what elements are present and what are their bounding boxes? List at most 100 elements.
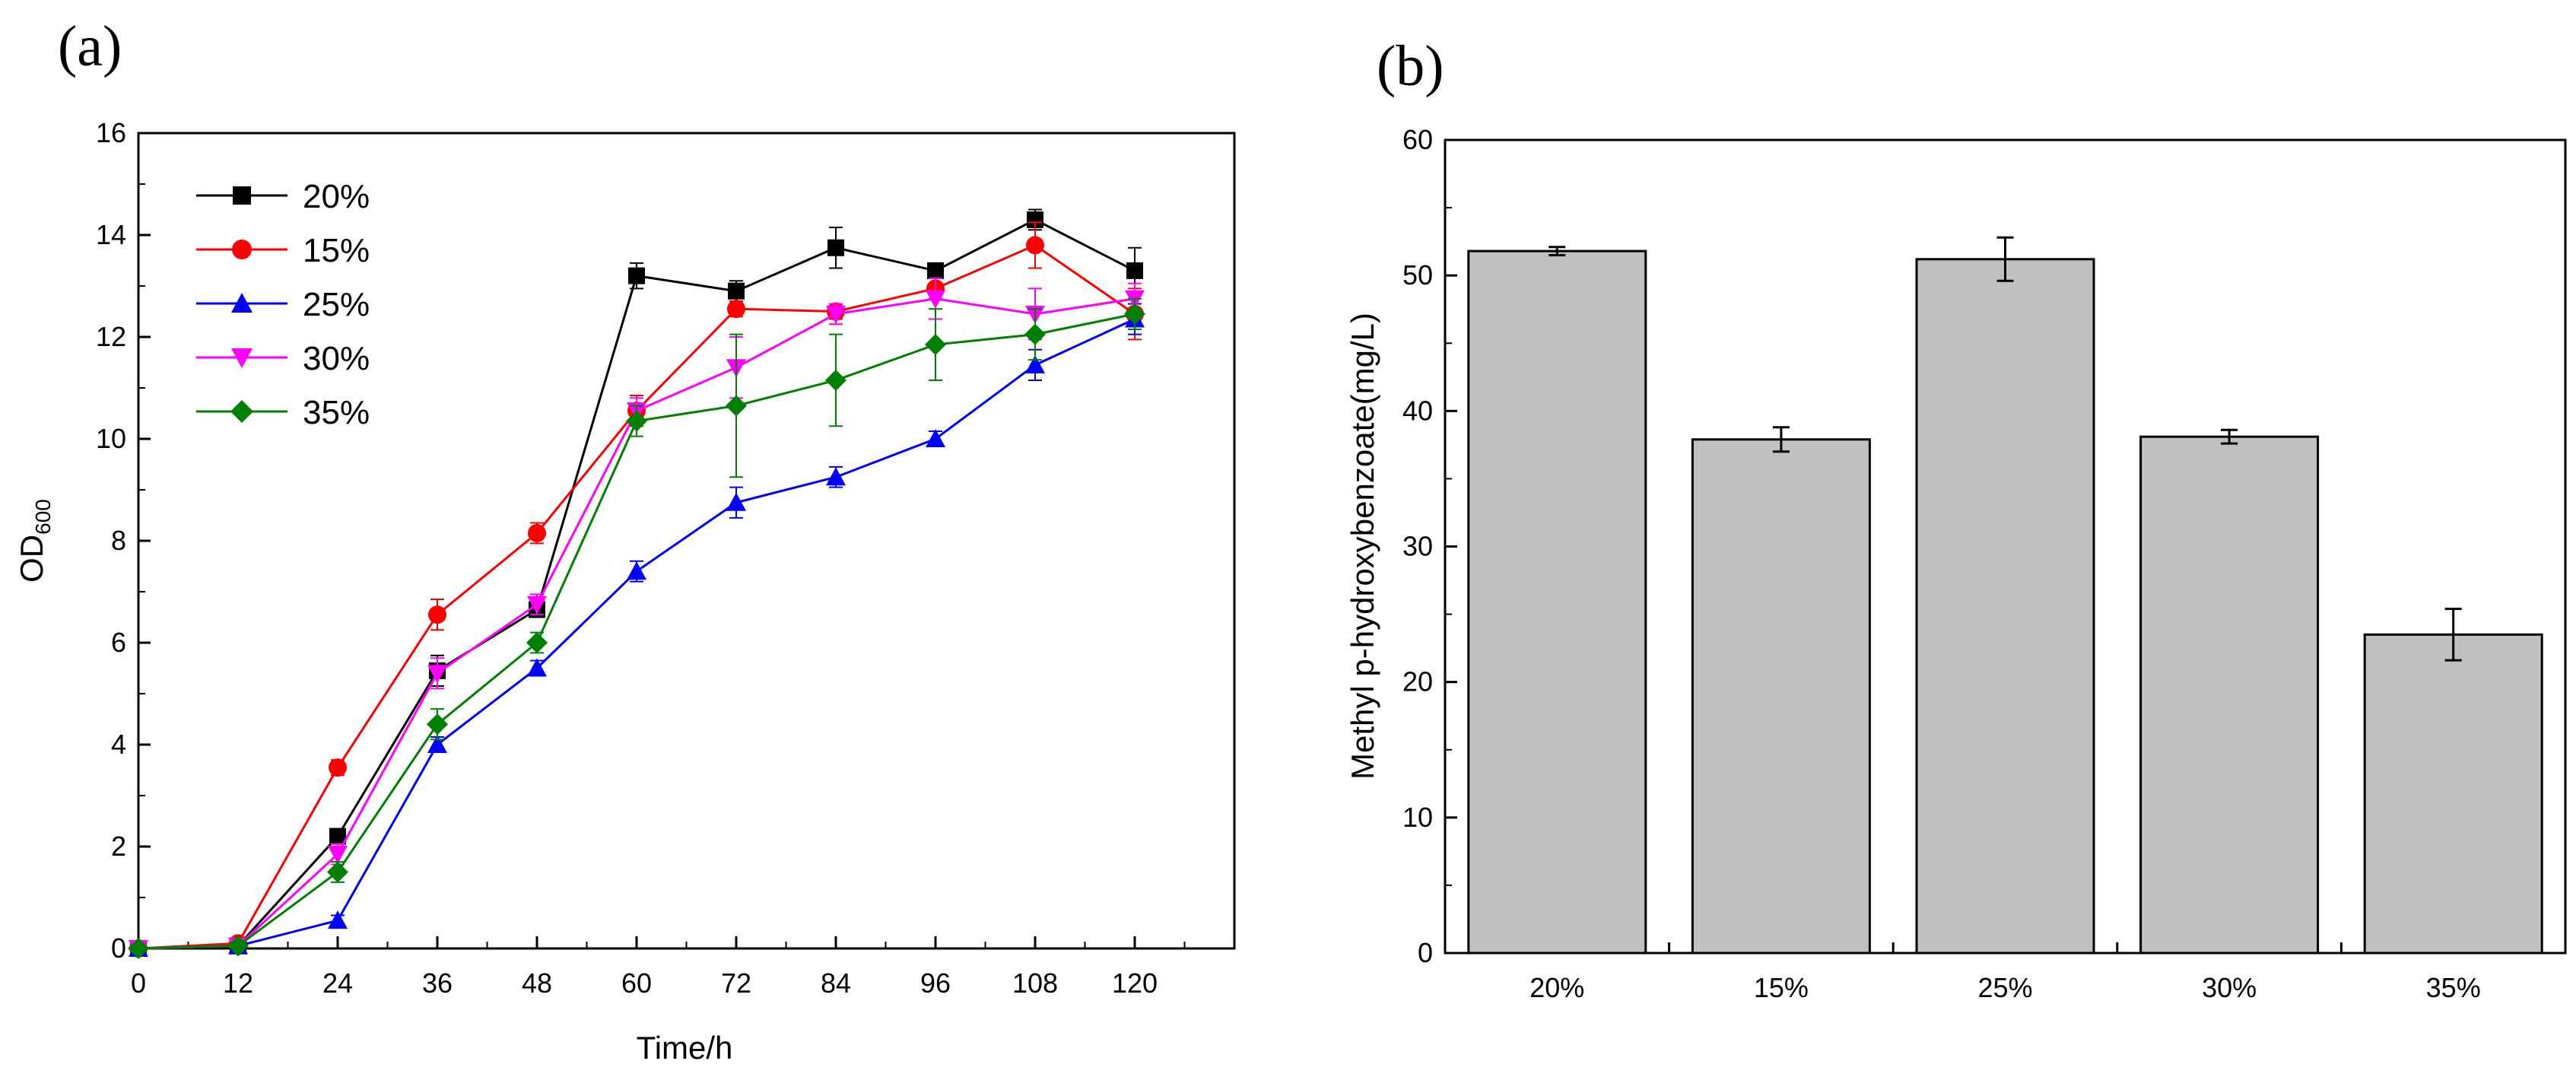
panel-b-x-tick-label: 20% [1529,972,1584,1003]
bar-group: 20% [1467,246,1647,1003]
panel-b-y-axis-title: Methyl p-hydroxybenzoate(mg/L) [1345,313,1380,780]
panel-a-y-axis-title-main: OD [14,535,49,583]
panel-b: (b) 0 10 20 30 40 50 60 20% 15% 25% 30% 35% Methyl… [1345,34,2567,1003]
data-point [927,262,944,279]
data-point [428,605,446,624]
series-15pct [129,221,1144,958]
panel-b-y-tick-label: 30 [1402,531,1433,562]
data-point [427,713,448,735]
data-point [626,410,647,432]
data-point [1126,262,1143,279]
panel-a-x-tick-label: 120 [1112,967,1158,999]
panel-a-y-tick-label: 4 [111,729,126,760]
legend-marker [230,400,253,423]
panel-a-x-tick-label: 24 [322,967,353,999]
data-point [328,910,348,929]
panel-a-y-tick-label: 0 [111,932,126,964]
panel-a-y-tick-label: 2 [111,831,126,862]
panel-b-y-tick-label: 20 [1402,666,1433,697]
data-point [227,935,249,957]
data-point [427,665,447,684]
bar [1915,258,2095,955]
legend-marker [233,186,251,205]
panel-a-legend: 20% 15% 25% 30% 35% [196,178,370,431]
legend-entry: 20% [196,178,370,215]
legend-entry: 15% [196,232,370,269]
bar [2139,435,2320,955]
data-point [726,492,746,511]
panel-a-x-tick-label: 36 [422,967,453,999]
panel-a-label: (a) [58,14,122,78]
bar-group: 25% [1915,236,2095,1003]
panel-b-y-tick-label: 10 [1402,802,1433,833]
panel-a-y-axis-title-subscript: 600 [31,499,55,535]
data-point [826,305,846,324]
data-point [827,239,844,256]
panel-b-y-tick-label: 50 [1402,259,1433,291]
panel-b-y-tick-label: 60 [1402,124,1433,155]
panel-b-y-tick-label: 40 [1402,395,1433,426]
legend-marker [232,240,252,259]
legend-label: 15% [303,232,370,269]
panel-a-x-tick-label: 72 [721,967,751,999]
data-point [327,861,348,883]
panel-b-y-tick-label: 0 [1418,937,1433,968]
panel-a-y-tick-label: 6 [111,627,126,658]
panel-b-bars: 20% 15% 25% 30% 35% [1467,236,2543,1003]
panel-a-x-tick-label: 48 [522,967,552,999]
data-point [527,596,547,615]
data-point [728,282,745,300]
series-30pct [129,277,1145,958]
panel-a: (a) 0 12 24 36 48 60 72 84 96 108 1200246810121416… [14,14,1236,1066]
data-point [1027,211,1043,228]
bar-group: 30% [2139,428,2320,1003]
series-line [138,243,1136,950]
panel-a-x-tick-label: 0 [131,967,146,999]
legend-label: 30% [303,340,370,377]
data-point [1025,354,1045,373]
panel-a-y-axis-title: OD600 [14,499,55,583]
panel-a-x-tick-label: 108 [1012,967,1058,999]
data-point [1024,323,1046,345]
data-point [628,267,645,284]
data-point [826,467,846,486]
panel-b-axes: 0 10 20 30 40 50 60 [1402,124,2343,968]
panel-b-x-tick-label: 35% [2426,972,2481,1003]
data-point [528,523,546,542]
panel-b-x-tick-label: 30% [2202,972,2257,1003]
legend-entry: 35% [196,394,370,431]
bar-group: 35% [2363,607,2543,1003]
bar [1691,438,1871,955]
data-point [1124,303,1145,325]
data-point [329,828,346,845]
data-point [128,938,149,959]
data-point [926,429,945,447]
data-point [627,561,646,580]
bar-group: 15% [1691,426,1871,1003]
panel-b-x-tick-label: 15% [1754,972,1809,1003]
legend-entry: 25% [196,286,370,323]
panel-a-x-axis-title: Time/h [637,1030,733,1066]
bar [1467,249,1647,955]
panel-a-x-tick-label: 12 [223,967,253,999]
panel-a-y-tick-label: 14 [96,219,126,250]
legend-marker [231,293,253,313]
series-35pct [128,297,1145,959]
series-line [138,218,1136,950]
panel-b-x-tick-label: 25% [1977,972,2032,1003]
data-point [925,334,946,356]
data-point [1026,236,1044,255]
panel-a-x-tick-label: 84 [821,967,851,999]
legend-label: 35% [303,394,370,431]
series-20pct [130,208,1143,957]
data-point [329,758,347,777]
data-point [527,658,547,677]
panel-b-label: (b) [1377,34,1444,98]
legend-label: 25% [303,286,370,323]
data-point [328,846,348,865]
legend-label: 20% [303,178,370,215]
data-point [726,395,747,417]
panel-a-x-tick-label: 60 [621,967,652,999]
